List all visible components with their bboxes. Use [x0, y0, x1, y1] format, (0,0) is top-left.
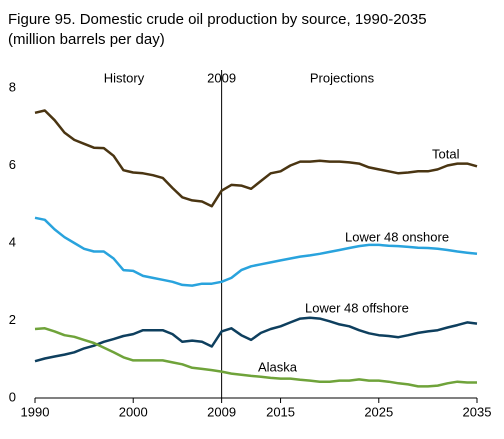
series-line [34, 109, 478, 208]
series-label: Lower 48 offshore [305, 300, 409, 315]
series-label: Alaska [258, 359, 298, 374]
y-tick-label: 8 [9, 79, 16, 94]
chart-title: Figure 95. Domestic crude oil production… [8, 11, 427, 28]
divider-label: 2009 [207, 70, 236, 85]
series-label: Lower 48 onshore [345, 229, 449, 244]
series-line [34, 216, 478, 287]
series-line [34, 327, 477, 388]
series-label: Total [432, 146, 460, 161]
x-tick-label: 2015 [266, 404, 295, 419]
y-tick-label: 0 [9, 389, 16, 404]
y-tick-label: 4 [9, 234, 16, 249]
x-tick-label: 1990 [21, 404, 50, 419]
y-tick-label: 2 [9, 312, 16, 327]
series-line [34, 316, 478, 363]
x-tick-label: 2009 [207, 404, 236, 419]
projections-annotation: Projections [310, 70, 375, 85]
y-tick-label: 6 [9, 157, 16, 172]
history-annotation: History [104, 70, 145, 85]
x-tick-label: 2035 [463, 404, 492, 419]
x-tick-label: 2000 [119, 404, 148, 419]
chart-subtitle: (million barrels per day) [8, 31, 165, 48]
x-tick-label: 2025 [364, 404, 393, 419]
